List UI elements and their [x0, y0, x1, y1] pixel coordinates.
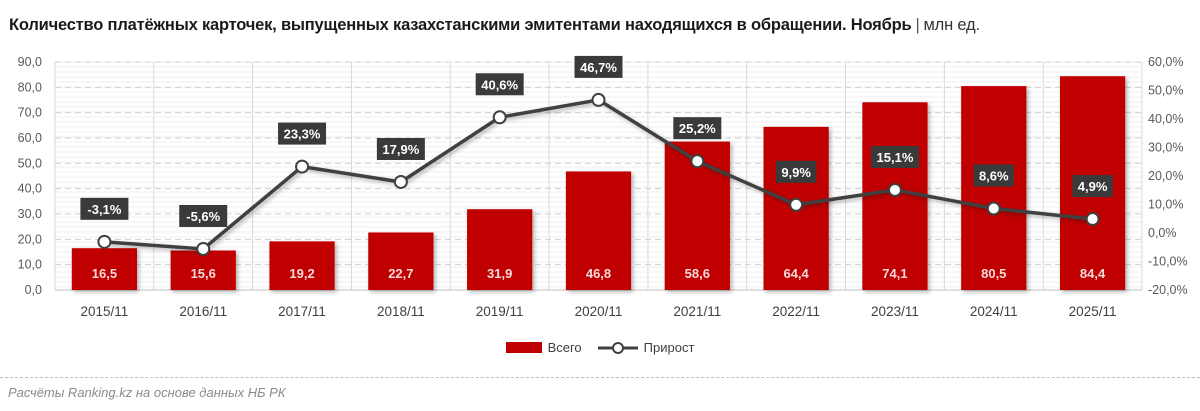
bar-total: [368, 232, 434, 290]
growth-marker: [492, 110, 507, 125]
chart-legend: Всего Прирост: [0, 340, 1200, 355]
growth-marker: [789, 197, 804, 212]
left-axis-tick: 30,0: [18, 207, 42, 221]
growth-marker: [295, 159, 310, 174]
x-axis-label: 2018/11: [377, 304, 425, 319]
left-axis-tick: 70,0: [18, 106, 42, 120]
bar-value-label: 15,6: [191, 266, 216, 281]
bar-value-label: 16,5: [92, 266, 117, 281]
left-axis-tick: 50,0: [18, 156, 42, 170]
x-axis-label: 2019/11: [476, 304, 524, 319]
right-axis-tick: 40,0%: [1148, 112, 1183, 126]
chart-title: Количество платёжных карточек, выпущенны…: [9, 16, 980, 35]
bar-value-label: 80,5: [981, 266, 1006, 281]
growth-marker: [196, 241, 211, 256]
growth-value-label: 25,2%: [679, 121, 716, 136]
legend-item-growth: Прирост: [597, 340, 695, 355]
right-axis-tick: 30,0%: [1148, 141, 1183, 155]
left-axis-tick: 60,0: [18, 131, 42, 145]
bar-total: [170, 250, 236, 290]
x-axis-label: 2017/11: [278, 304, 326, 319]
right-axis-tick: 60,0%: [1148, 55, 1183, 69]
growth-value-label: 40,6%: [481, 77, 518, 92]
right-axis-tick: -10,0%: [1148, 255, 1188, 269]
growth-label-box: [973, 164, 1014, 187]
bar-total: [71, 248, 138, 290]
growth-label-box: [80, 197, 129, 220]
bar-total: [467, 209, 533, 290]
left-axis-tick: 90,0: [18, 55, 42, 69]
right-axis-tick: 0,0%: [1148, 226, 1177, 240]
x-axis-label: 2023/11: [871, 304, 919, 319]
chart-title-text: Количество платёжных карточек, выпущенны…: [9, 16, 912, 34]
growth-label-box: [574, 55, 623, 78]
x-axis-label: 2025/11: [1069, 304, 1117, 319]
left-axis-tick: 40,0: [18, 182, 42, 196]
x-axis-label: 2015/11: [81, 304, 129, 319]
x-axis-label: 2016/11: [179, 304, 227, 319]
bar-total: [961, 86, 1027, 290]
x-axis-label: 2021/11: [673, 304, 721, 319]
bar-swatch-icon: [505, 342, 542, 353]
footer-divider: [0, 377, 1200, 378]
line-marker-icon: [597, 341, 638, 354]
bar-value-label: 64,4: [783, 266, 809, 281]
bar-value-label: 22,7: [388, 266, 413, 281]
x-axis-label: 2020/11: [575, 304, 623, 319]
bar-value-label: 19,2: [289, 266, 314, 281]
growth-marker: [97, 234, 112, 249]
source-note: Расчёты Ranking.kz на основе данных НБ Р…: [8, 385, 286, 400]
growth-label-box: [673, 117, 722, 140]
bar-value-label: 74,1: [882, 266, 907, 281]
left-axis-tick: 20,0: [18, 232, 42, 246]
growth-value-label: 4,9%: [1078, 179, 1108, 194]
growth-label-box: [775, 160, 817, 183]
growth-value-label: 17,9%: [382, 142, 419, 157]
growth-value-label: 8,6%: [979, 168, 1009, 183]
bar-value-label: 58,6: [685, 266, 710, 281]
bar-value-label: 46,8: [586, 266, 611, 281]
right-axis-tick: 20,0%: [1148, 169, 1183, 183]
growth-label-box: [278, 122, 327, 145]
growth-marker: [887, 182, 902, 197]
left-axis-tick: 0,0: [25, 283, 42, 297]
growth-marker: [591, 92, 606, 107]
growth-marker: [1085, 212, 1100, 227]
growth-label-box: [376, 137, 425, 160]
growth-label-box: [179, 204, 228, 227]
title-separator: |: [915, 16, 920, 34]
title-unit: млн ед.: [923, 16, 980, 34]
x-axis-label: 2024/11: [970, 304, 1018, 319]
growth-label-box: [475, 73, 524, 96]
growth-value-label: -3,1%: [87, 202, 121, 217]
bar-total: [269, 241, 335, 290]
growth-marker: [690, 154, 705, 169]
growth-marker: [393, 174, 408, 189]
growth-marker: [986, 201, 1001, 216]
legend-item-total: Всего: [505, 340, 582, 355]
left-axis-tick: 80,0: [18, 80, 42, 94]
right-axis-tick: 50,0%: [1148, 84, 1183, 98]
legend-label-total: Всего: [547, 340, 582, 355]
left-axis-tick: 10,0: [18, 258, 42, 272]
combo-chart: 0,0 10,0 20,0 30,0 40,0 50,0 60,0 70,0 80,0 90,0 -…: [18, 55, 1188, 319]
growth-value-label: 9,9%: [781, 165, 811, 180]
bar-value-label: 84,4: [1080, 266, 1106, 281]
growth-value-label: -5,6%: [186, 209, 220, 224]
growth-label-box: [1072, 175, 1113, 198]
growth-label-box: [870, 145, 919, 168]
bar-value-label: 31,9: [487, 266, 512, 281]
growth-value-label: 23,3%: [284, 127, 321, 142]
x-axis-label: 2022/11: [772, 304, 820, 319]
growth-value-label: 46,7%: [580, 60, 617, 75]
right-axis-tick: 10,0%: [1148, 198, 1183, 212]
right-axis-tick: -20,0%: [1148, 283, 1188, 297]
growth-value-label: 15,1%: [877, 150, 914, 165]
bar-total: [565, 171, 632, 290]
legend-label-growth: Прирост: [643, 340, 695, 355]
